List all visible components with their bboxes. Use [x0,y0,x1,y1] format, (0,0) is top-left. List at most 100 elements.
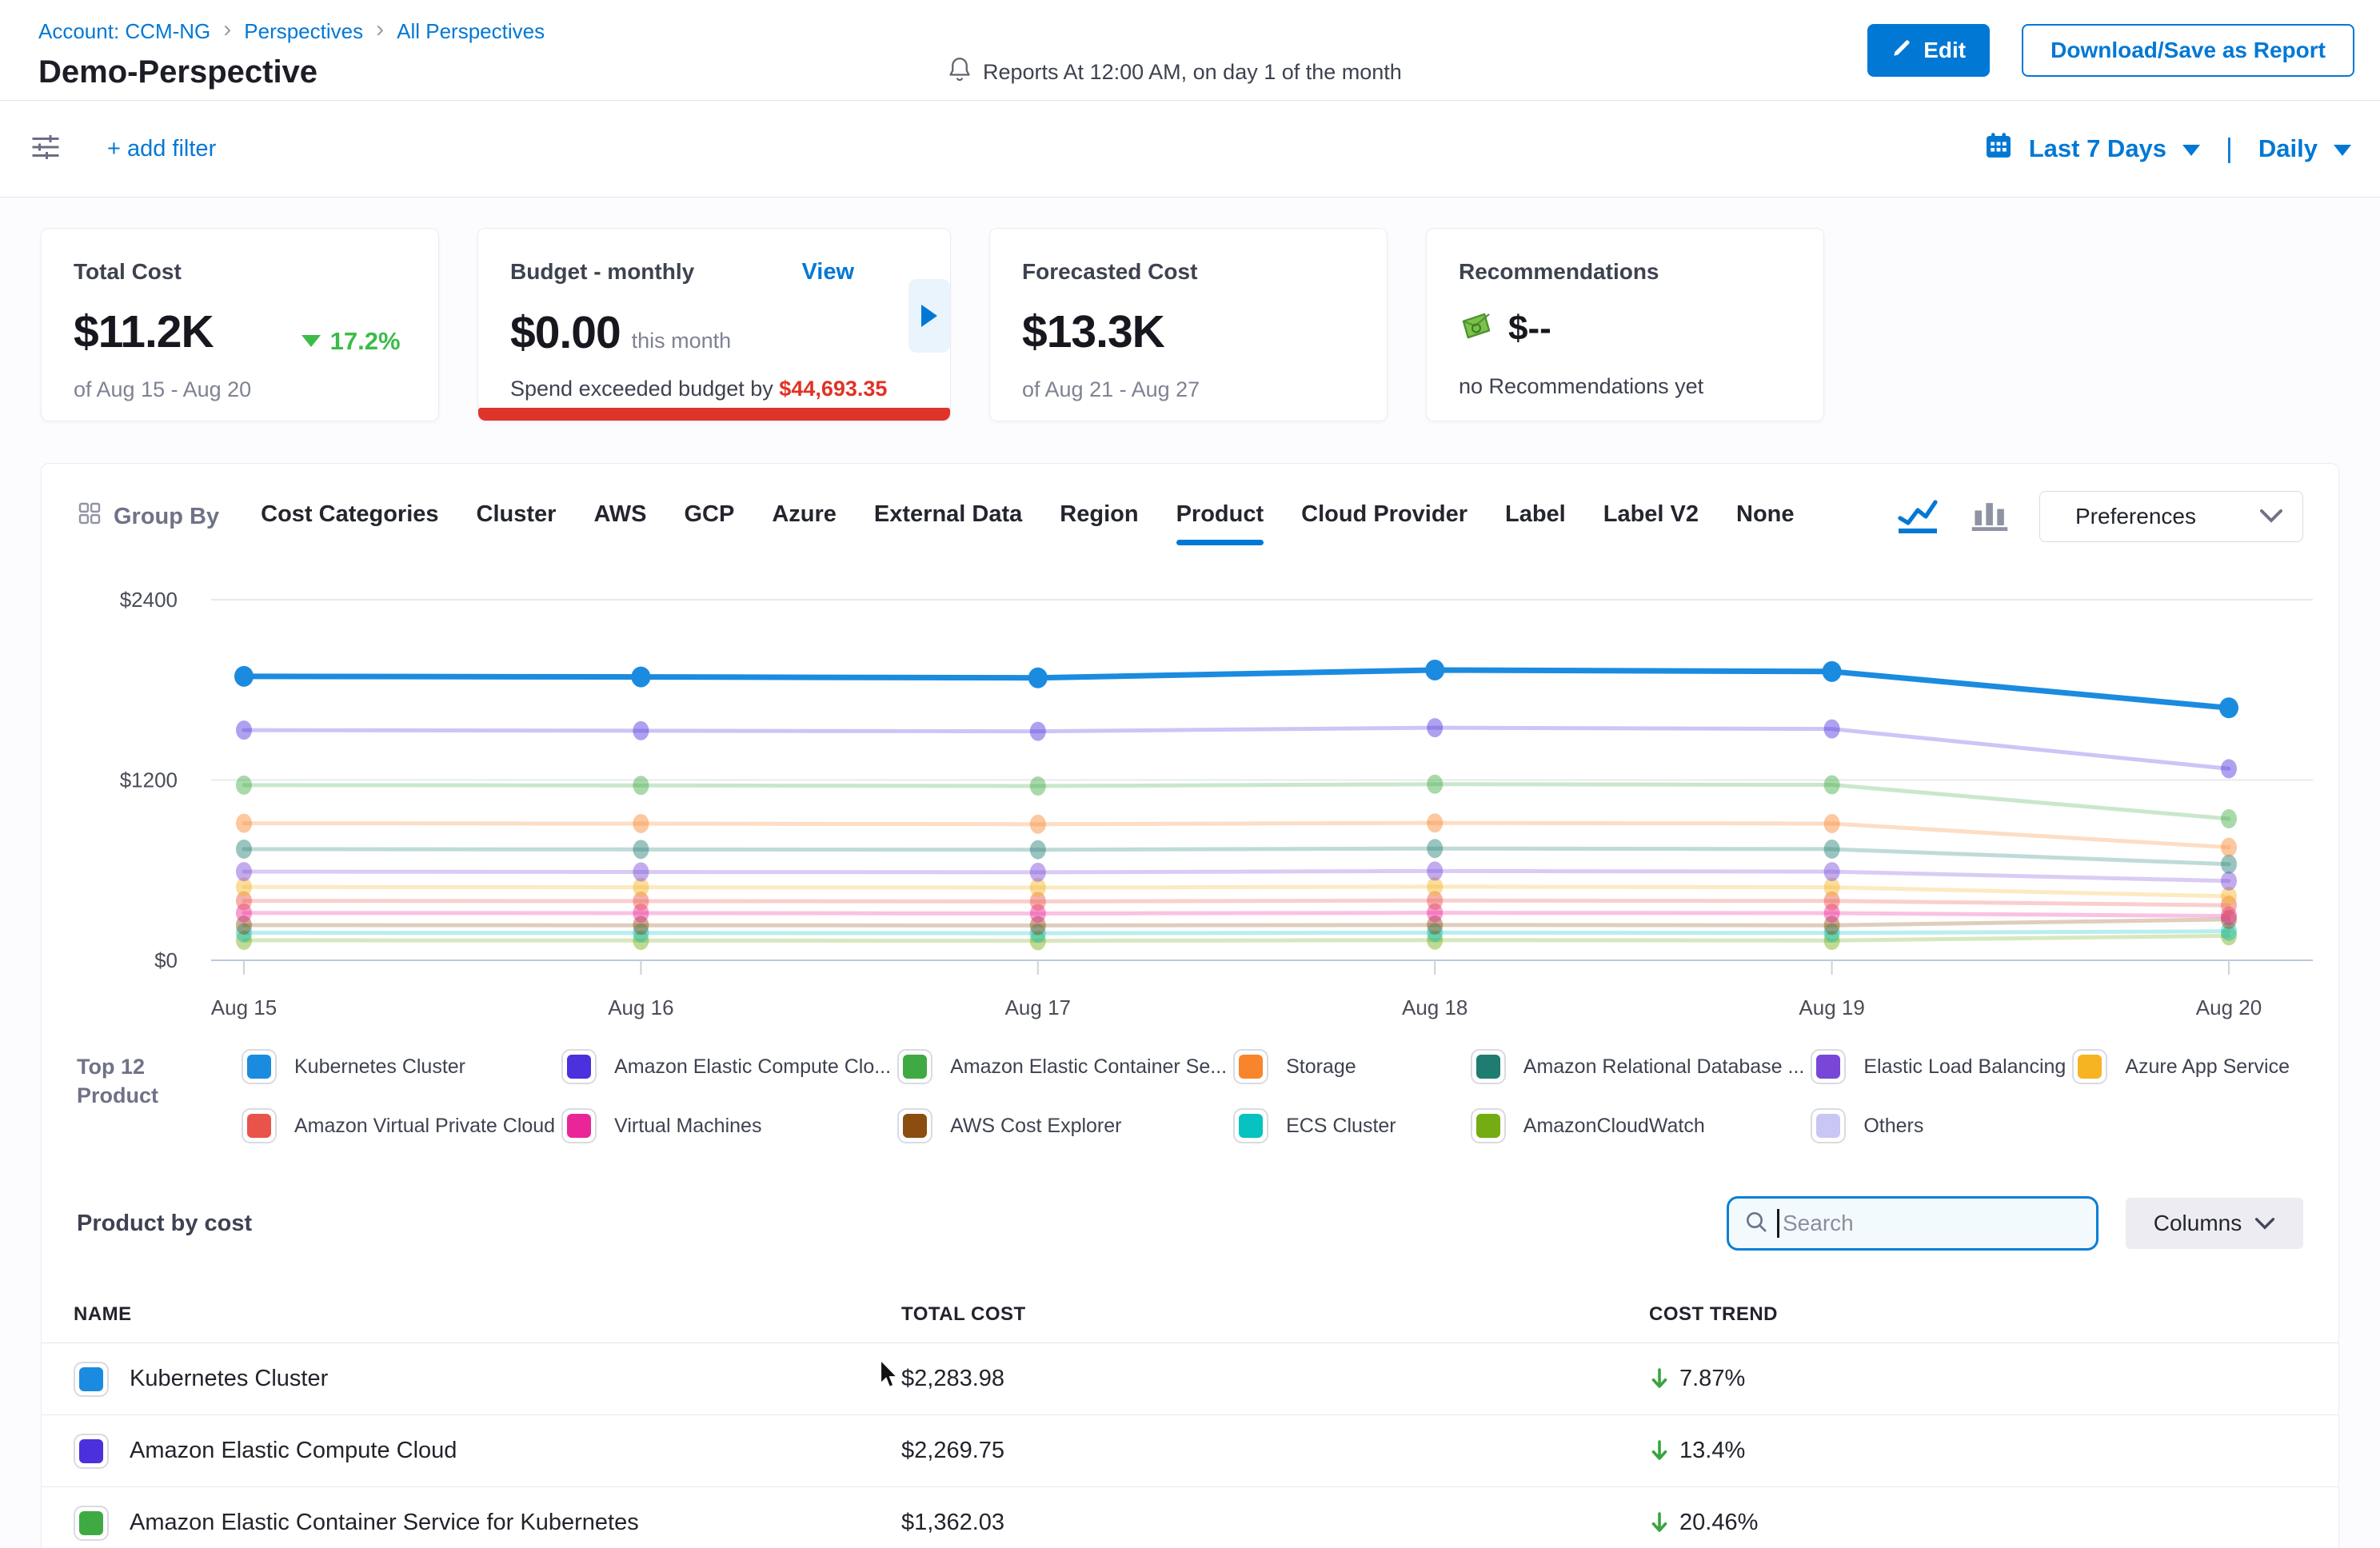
legend-item-amazon-virtual-private-cloud[interactable]: Amazon Virtual Private Cloud [242,1108,555,1143]
cost-table: NAME TOTAL COST COST TREND Kubernetes Cl… [42,1286,2338,1548]
date-range-dropdown[interactable]: Last 7 Days [2029,134,2166,163]
forecasted-cost-value: $13.3K [1022,305,1164,358]
forecasted-cost-period: of Aug 21 - Aug 27 [1022,377,1355,402]
legend-item-amazon-elastic-compute-clo[interactable]: Amazon Elastic Compute Clo... [561,1049,891,1084]
tab-product[interactable]: Product [1176,501,1264,533]
legend-label: ECS Cluster [1286,1115,1396,1138]
row-color-chip [74,1434,109,1469]
preferences-dropdown[interactable]: Preferences [2039,491,2303,542]
row-name: Amazon Elastic Container Service for Kub… [130,1510,639,1536]
col-header-total-cost[interactable]: TOTAL COST [901,1303,1649,1326]
legend-color-chip [242,1049,277,1084]
mouse-cursor [876,1358,900,1393]
col-header-cost-trend[interactable]: COST TREND [1649,1303,2306,1326]
chevron-down-icon [2254,1211,2275,1236]
budget-value-suffix: this month [632,329,732,353]
svg-text:Aug 16: Aug 16 [608,995,673,1019]
tab-label-v2[interactable]: Label V2 [1603,501,1699,533]
reports-schedule-note: Reports At 12:00 AM, on day 1 of the mon… [948,56,1402,89]
tab-aws[interactable]: AWS [593,501,646,533]
legend-item-ecs-cluster[interactable]: ECS Cluster [1233,1108,1464,1143]
row-cost-trend: 13.4% [1649,1438,2306,1464]
legend-item-storage[interactable]: Storage [1233,1049,1464,1084]
search-box[interactable] [1727,1196,2098,1251]
legend-label: Amazon Elastic Compute Clo... [614,1055,891,1079]
granularity-dropdown[interactable]: Daily [2258,134,2318,163]
svg-text:Aug 19: Aug 19 [1799,995,1864,1019]
budget-view-link[interactable]: View [801,259,854,285]
row-total-cost: $1,362.03 [901,1510,1649,1536]
row-name-cell: Kubernetes Cluster [74,1362,901,1397]
columns-button[interactable]: Columns [2126,1198,2303,1249]
recommendations-value: $-- [1508,309,1551,349]
recommendations-note: no Recommendations yet [1459,374,1791,399]
legend-item-aws-cost-explorer[interactable]: AWS Cost Explorer [897,1108,1227,1143]
tab-cluster[interactable]: Cluster [477,501,557,533]
total-cost-value: $11.2K [74,305,214,358]
forecasted-cost-card: Forecasted Cost $13.3K of Aug 21 - Aug 2… [989,228,1388,421]
row-trend-value: 7.87% [1679,1366,1745,1392]
table-row[interactable]: Amazon Elastic Compute Cloud $2,269.75 1… [42,1415,2338,1487]
filter-bar: + add filter Last 7 Days | Daily [0,101,2380,197]
svg-text:Aug 20: Aug 20 [2196,995,2262,1019]
row-name: Amazon Elastic Compute Cloud [130,1438,457,1464]
table-row[interactable]: Kubernetes Cluster $2,283.98 7.87% [42,1343,2338,1415]
legend-item-others[interactable]: Others [1811,1108,2066,1143]
budget-carousel-next-button[interactable] [908,279,950,353]
tab-gcp[interactable]: GCP [685,501,735,533]
add-filter-button[interactable]: + add filter [107,136,216,162]
time-controls: Last 7 Days | Daily [1984,131,2351,166]
legend-item-elastic-load-balancing[interactable]: Elastic Load Balancing [1811,1049,2066,1084]
tab-none[interactable]: None [1736,501,1795,533]
card-label: Total Cost [74,259,406,285]
legend-item-amazon-relational-database[interactable]: Amazon Relational Database ... [1471,1049,1805,1084]
tab-azure[interactable]: Azure [772,501,837,533]
total-cost-card: Total Cost $11.2K 17.2% of Aug 15 - Aug … [41,228,439,421]
chart-legend: Top 12 Product Kubernetes Cluster Amazon… [42,1049,2338,1143]
tab-cost-categories[interactable]: Cost Categories [261,501,438,533]
download-save-report-button[interactable]: Download/Save as Report [2022,24,2354,77]
legend-item-amazon-elastic-container-se[interactable]: Amazon Elastic Container Se... [897,1049,1227,1084]
legend-item-amazoncloudwatch[interactable]: AmazonCloudWatch [1471,1108,1805,1143]
legend-color-chip [1233,1108,1268,1143]
bell-icon [948,56,972,89]
legend-label: Kubernetes Cluster [294,1055,465,1079]
legend-item-virtual-machines[interactable]: Virtual Machines [561,1108,891,1143]
card-label: Recommendations [1459,259,1791,285]
legend-item-kubernetes-cluster[interactable]: Kubernetes Cluster [242,1049,555,1084]
group-by-label: Group By [77,501,219,533]
legend-label: Others [1863,1115,1923,1138]
col-header-name[interactable]: NAME [74,1303,901,1326]
tab-region[interactable]: Region [1060,501,1138,533]
triangle-right-icon [921,305,937,327]
legend-color-chip [1233,1049,1268,1084]
svg-text:Aug 18: Aug 18 [1402,995,1468,1019]
budget-exceeded-text: Spend exceeded budget by $44,693.35 [510,377,918,401]
breadcrumb-account[interactable]: Account: CCM-NG [38,19,210,44]
legend-label: AWS Cost Explorer [950,1115,1121,1138]
arrow-down-icon [1649,1439,1670,1463]
line-chart-toggle[interactable] [1895,494,1940,540]
bar-chart-toggle[interactable] [1969,494,2011,540]
table-row[interactable]: Amazon Elastic Container Service for Kub… [42,1487,2338,1548]
breadcrumb-perspectives[interactable]: Perspectives [244,19,363,44]
chevron-down-icon[interactable] [2182,145,2200,156]
tab-label[interactable]: Label [1505,501,1566,533]
filter-sliders-icon[interactable] [29,131,62,167]
row-trend-value: 13.4% [1679,1438,1745,1464]
row-total-cost: $2,283.98 [901,1366,1649,1392]
summary-cards: Total Cost $11.2K 17.2% of Aug 15 - Aug … [0,197,2380,463]
page-header: Account: CCM-NG › Perspectives › All Per… [0,0,2380,101]
tab-external-data[interactable]: External Data [874,501,1022,533]
search-icon [1743,1209,1769,1239]
chevron-down-icon[interactable] [2334,145,2351,156]
budget-exceeded-amount: $44,693.35 [779,377,887,401]
tab-cloud-provider[interactable]: Cloud Provider [1301,501,1468,533]
edit-button[interactable]: Edit [1867,24,1990,77]
legend-color-chip [1471,1049,1506,1084]
legend-title: Top 12 Product [77,1049,213,1143]
search-input[interactable] [1783,1211,2082,1236]
breadcrumb-all-perspectives[interactable]: All Perspectives [397,19,545,44]
legend-item-azure-app-service[interactable]: Azure App Service [2072,1049,2303,1084]
group-by-row: Group By Cost Categories Cluster AWS GCP Azu… [42,491,2338,542]
